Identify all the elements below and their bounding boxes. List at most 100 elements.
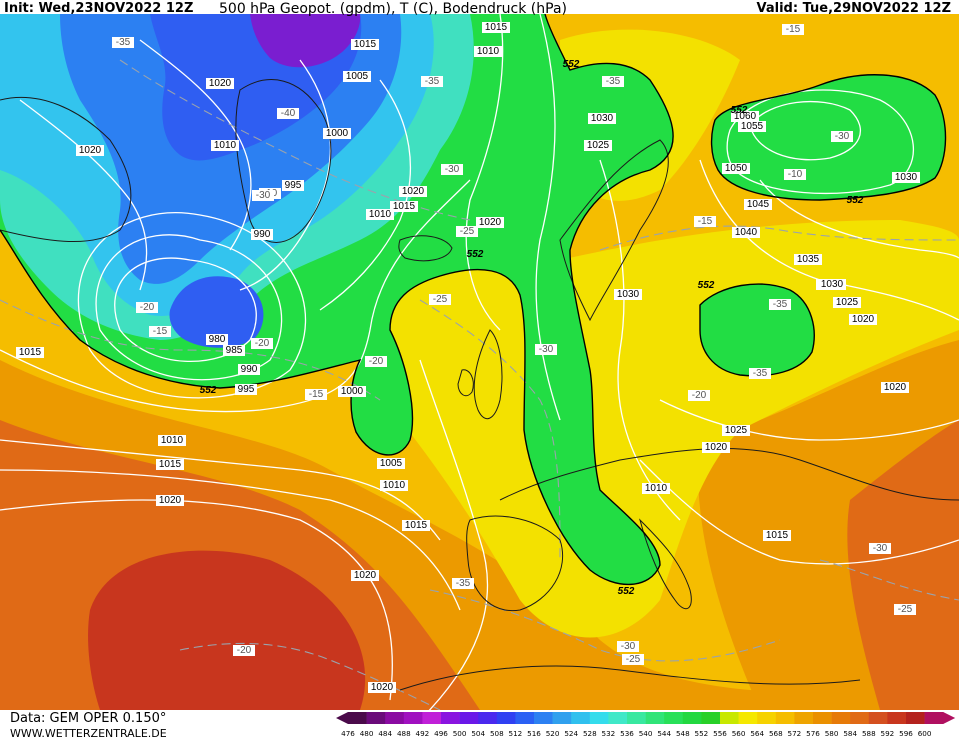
scale-swatch	[906, 712, 925, 724]
isobar-label-background	[251, 229, 273, 240]
temperature-label: -15	[309, 389, 324, 400]
isobar-label: 980	[209, 334, 226, 345]
scale-tick-label: 588	[862, 729, 876, 738]
isobar-label-background	[892, 172, 920, 183]
temperature-label: -30	[256, 190, 271, 201]
isobar-label: 1030	[617, 289, 640, 300]
temperature-label: -10	[788, 169, 803, 180]
scale-swatch	[757, 712, 777, 724]
header-strip	[0, 0, 959, 14]
scale-tick-label: 552	[695, 729, 709, 738]
scale-tick-label: 572	[788, 729, 802, 738]
scale-swatch	[682, 712, 702, 724]
isobar-label: 1030	[591, 113, 614, 124]
isobar-label-background	[818, 279, 846, 290]
scale-swatch	[422, 712, 442, 724]
temperature-label: -20	[237, 645, 252, 656]
isobar-label: 1020	[159, 495, 182, 506]
isobar-label-background	[738, 121, 766, 132]
geopotential-labels: 552 552 552 552 552 552 552	[200, 59, 864, 597]
temperature-label-background	[831, 131, 853, 142]
temperature-label-background	[112, 37, 134, 48]
scale-swatch	[831, 712, 851, 724]
temperature-label-background	[694, 216, 716, 227]
temperature-label: -30	[539, 344, 554, 355]
scale-tick-label: 540	[639, 729, 653, 738]
isotherm-lines	[0, 59, 959, 711]
website-label: WWW.WETTERZENTRALE.DE	[10, 727, 167, 740]
isobar-label: 1015	[405, 520, 428, 531]
isotherm-line	[599, 225, 959, 251]
isobar-label-background	[482, 22, 510, 33]
isobar-line	[0, 179, 471, 413]
isobar-label-background	[702, 442, 730, 453]
scale-tick-label: 532	[602, 729, 616, 738]
isobar-label: 1015	[485, 22, 508, 33]
isobar-label: 1030	[895, 172, 918, 183]
scale-swatch	[552, 712, 572, 724]
temperature-label: -35	[606, 76, 621, 87]
scale-tick-label: 548	[676, 729, 690, 738]
isobar-line	[0, 439, 441, 541]
isobar-label: 1010	[645, 483, 668, 494]
scale-swatch	[868, 712, 888, 724]
temperature-label-background	[456, 226, 478, 237]
isobar-label: 1000	[326, 128, 349, 139]
temperature-label-background	[252, 190, 274, 201]
isobar-label-background	[390, 201, 418, 212]
scale-swatch	[627, 712, 646, 724]
isobar-label: 1020	[79, 145, 102, 156]
isobar-labels: 1015101010151005102010101020100099599010…	[16, 22, 920, 693]
map-purple-core	[250, 14, 361, 68]
isobar-label: 1015	[354, 39, 377, 50]
geopotential-label: 552	[563, 59, 580, 70]
isobar-line	[95, 234, 283, 381]
coast-africa	[399, 665, 861, 691]
temperature-label: -30	[445, 164, 460, 175]
scale-swatch	[534, 712, 553, 724]
isobar-label: 1010	[161, 435, 184, 446]
temperature-label-background	[617, 641, 639, 652]
temperature-label: -20	[692, 390, 707, 401]
isobar-label: 1020	[479, 217, 502, 228]
scale-tick-label: 560	[732, 729, 746, 738]
scale-tick-label: 592	[881, 729, 895, 738]
scale-tick-label: 484	[378, 729, 392, 738]
isobar-line	[599, 159, 681, 521]
scale-swatch	[608, 712, 628, 724]
isobar-label-background	[206, 334, 228, 345]
scale-swatch	[664, 712, 684, 724]
scale-swatch	[348, 712, 367, 724]
scale-swatch	[701, 712, 721, 724]
isobar-line	[759, 179, 959, 259]
isobar-label: 1055	[741, 121, 764, 132]
isobar-label-background	[476, 217, 504, 228]
isobar-line	[749, 100, 861, 161]
coast-italy	[639, 518, 692, 610]
isobar-label-background	[588, 113, 616, 124]
temperature-label-background	[421, 76, 443, 87]
temperature-label: -25	[626, 654, 641, 665]
temperature-label-background	[782, 24, 804, 35]
isobar-label-background	[722, 425, 750, 436]
isobar-label: 1000	[341, 386, 364, 397]
map-red-region	[88, 550, 366, 710]
temperature-label-background	[149, 326, 171, 337]
isobar-label-background	[366, 209, 394, 220]
isobar-label-background	[351, 570, 379, 581]
isobar-label: 1020	[354, 570, 377, 581]
isotherm-line	[0, 299, 381, 401]
geopotential-label: 552	[200, 385, 217, 396]
isobar-lines	[0, 13, 959, 721]
scale-swatch	[720, 712, 739, 724]
scale-swatch	[738, 712, 758, 724]
isobar-label-background	[351, 39, 379, 50]
isotherm-line	[429, 589, 781, 662]
isobar-line	[639, 459, 959, 565]
geopotential-label: 552	[618, 586, 635, 597]
scale-tick-label: 596	[899, 729, 913, 738]
scale-tick-label: 584	[843, 729, 857, 738]
isobar-label: 1015	[766, 530, 789, 541]
scale-swatch	[850, 712, 870, 724]
isobar-label-background	[722, 163, 750, 174]
